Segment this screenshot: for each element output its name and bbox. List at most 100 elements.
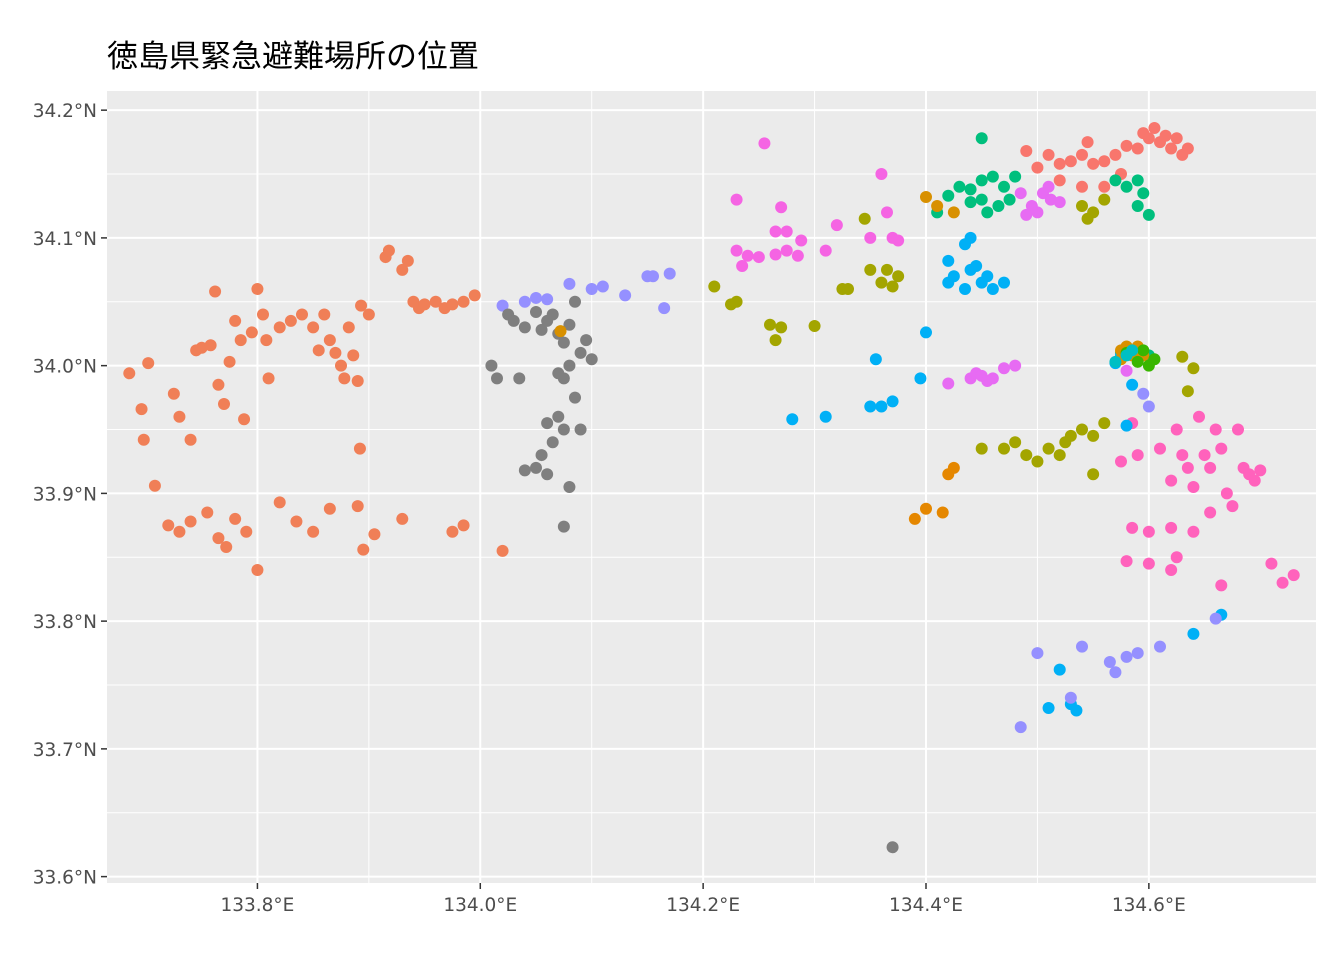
data-point	[931, 199, 944, 212]
data-point	[1209, 423, 1222, 436]
data-point	[596, 280, 609, 293]
data-point	[1287, 569, 1300, 582]
data-point	[357, 543, 370, 556]
data-point	[296, 308, 308, 321]
data-point	[647, 270, 659, 283]
data-point	[1198, 449, 1211, 462]
y-tick-label: 33.7°N	[33, 740, 97, 761]
data-point	[1020, 145, 1033, 158]
data-point	[223, 355, 236, 368]
data-point	[1276, 576, 1289, 589]
data-point	[986, 283, 999, 295]
data-point	[418, 298, 431, 311]
data-point	[1120, 180, 1133, 193]
data-point	[557, 520, 570, 533]
data-point	[552, 410, 565, 423]
data-point	[1159, 129, 1172, 142]
data-point	[1081, 136, 1094, 149]
data-point	[869, 353, 882, 366]
data-point	[953, 180, 966, 193]
data-point	[981, 270, 994, 283]
data-point	[1031, 161, 1044, 174]
data-point	[204, 339, 217, 352]
data-point	[1131, 647, 1144, 660]
y-tick-label: 34.0°N	[33, 357, 97, 378]
data-point	[1109, 148, 1122, 161]
data-point	[1042, 148, 1055, 161]
data-point	[142, 357, 155, 370]
data-point	[290, 515, 303, 528]
data-point	[942, 254, 955, 267]
data-point	[1031, 455, 1044, 468]
data-point	[1009, 170, 1022, 183]
data-point	[535, 323, 548, 336]
data-point	[1131, 449, 1144, 462]
data-point	[986, 372, 999, 385]
data-point	[1014, 187, 1027, 200]
data-point	[1209, 612, 1222, 625]
data-point	[355, 299, 368, 312]
data-point	[947, 206, 960, 219]
data-point	[1003, 193, 1016, 206]
data-point	[1098, 193, 1111, 206]
data-point	[1120, 364, 1133, 377]
data-point	[535, 449, 548, 462]
data-point	[1031, 206, 1044, 219]
data-point	[819, 244, 832, 257]
data-point	[1131, 199, 1144, 212]
data-point	[220, 541, 233, 554]
data-point	[262, 372, 275, 385]
data-point	[307, 321, 320, 334]
data-point	[1053, 174, 1066, 187]
data-point	[920, 502, 932, 515]
data-point	[496, 544, 509, 557]
data-point	[1232, 423, 1244, 436]
data-point	[1187, 362, 1200, 375]
chart-title: 徳島県緊急避難場所の位置	[107, 39, 479, 75]
data-point	[1131, 355, 1144, 368]
data-point	[1014, 721, 1027, 734]
data-point	[1087, 429, 1100, 442]
data-point	[563, 318, 576, 331]
data-point	[1070, 704, 1083, 717]
x-tick-label: 134.0°E	[443, 895, 517, 916]
data-point	[1204, 506, 1217, 519]
data-point	[775, 321, 788, 334]
data-points	[123, 122, 1300, 854]
data-point	[1131, 174, 1144, 187]
data-point	[201, 506, 214, 519]
data-point	[1137, 187, 1150, 200]
data-point	[1076, 148, 1088, 161]
data-point	[730, 295, 743, 308]
data-point	[353, 442, 366, 455]
data-point	[541, 468, 554, 481]
plot-panel	[107, 91, 1316, 883]
data-point	[830, 219, 843, 232]
data-point	[552, 367, 565, 380]
data-point	[123, 367, 136, 380]
data-point	[1064, 429, 1077, 442]
data-point	[1126, 344, 1139, 357]
data-point	[936, 506, 949, 519]
data-point	[229, 314, 242, 327]
data-point	[1170, 423, 1183, 436]
data-point	[1120, 419, 1133, 432]
data-point	[1215, 442, 1228, 455]
data-point	[881, 206, 893, 219]
data-point	[1109, 666, 1122, 679]
data-point	[1076, 640, 1088, 653]
data-point	[580, 334, 593, 347]
x-tick-label: 134.2°E	[666, 895, 740, 916]
data-point	[1120, 650, 1133, 663]
data-point	[335, 359, 347, 372]
data-point	[1204, 461, 1217, 474]
data-point	[1131, 142, 1144, 155]
data-point	[234, 334, 247, 347]
data-point	[1142, 557, 1155, 570]
data-point	[1098, 180, 1111, 193]
data-point	[1165, 521, 1178, 534]
data-point	[563, 359, 576, 372]
data-point	[908, 512, 921, 525]
data-point	[1087, 157, 1100, 170]
data-point	[998, 442, 1010, 455]
